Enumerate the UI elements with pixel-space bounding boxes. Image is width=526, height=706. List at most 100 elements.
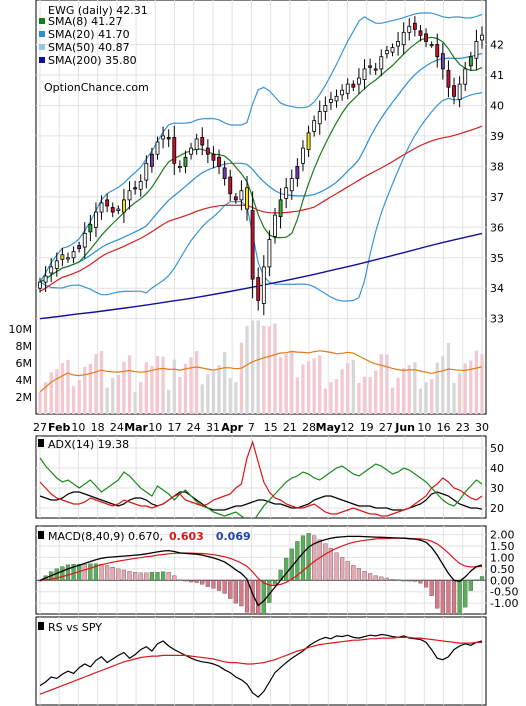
volume-axis: 10M 8M 6M 4M 2M <box>9 323 33 404</box>
candle <box>245 176 249 221</box>
volume-bar <box>60 363 65 414</box>
macd-histogram-bar <box>423 580 429 588</box>
price-tick-label: 38 <box>490 160 504 173</box>
sma50-line <box>39 125 483 292</box>
volume-bar <box>94 354 98 414</box>
candle <box>122 188 126 224</box>
candle <box>127 181 132 210</box>
rs-legend-swatch <box>38 622 44 630</box>
volume-bar <box>144 362 148 414</box>
volume-bar <box>77 380 81 414</box>
candle <box>289 169 294 200</box>
candle-body <box>256 277 261 301</box>
candle-body <box>429 44 434 47</box>
macd-tick-label: -0.50 <box>490 586 518 599</box>
candle <box>401 22 406 55</box>
candle-body <box>267 239 272 268</box>
macd-histogram-bar <box>144 572 149 581</box>
macd-histogram-bar <box>345 561 350 581</box>
x-tick-label: Jun <box>394 421 415 434</box>
volume-bar <box>55 369 59 414</box>
volume-bar <box>211 371 216 414</box>
candle-body <box>66 257 70 260</box>
volume-bar <box>228 378 232 414</box>
candle-body <box>110 207 115 213</box>
chart-title: EWG (daily) 42.31 <box>48 4 148 17</box>
macd-panel: 2.001.501.000.500.00-0.50-1.00 MACD(8,40… <box>35 525 518 615</box>
macd-histogram-bar <box>362 570 367 581</box>
x-tick-label: 28 <box>302 421 316 434</box>
candle-body <box>194 138 199 151</box>
volume-bar <box>323 388 327 414</box>
volume-bar <box>357 382 361 414</box>
volume-bar <box>346 363 350 414</box>
candle <box>474 29 479 71</box>
candle <box>149 147 154 173</box>
volume-bar <box>161 356 165 414</box>
adx-tick-label: 50 <box>490 442 504 455</box>
candle-body <box>306 132 311 151</box>
candle <box>480 26 484 49</box>
candle-body <box>122 199 126 213</box>
macd-histogram-bar <box>368 573 373 581</box>
candle <box>77 241 82 253</box>
volume-bar <box>122 361 126 414</box>
price-tick-label: 37 <box>490 191 504 204</box>
candle-body <box>105 199 110 207</box>
candle <box>463 61 468 92</box>
macd-tick-label: 0.50 <box>490 563 515 576</box>
candle-body <box>161 135 166 140</box>
volume-bar <box>278 357 283 414</box>
candle-body <box>323 105 328 112</box>
volume-tick-label: 8M <box>16 340 33 353</box>
volume-bar <box>83 366 87 414</box>
volume-bar <box>452 382 456 414</box>
candle <box>384 45 389 59</box>
macd-histogram-bar <box>306 533 311 581</box>
macd-histogram-bar <box>435 580 440 609</box>
candle-body <box>71 251 76 259</box>
macd-histogram-bar <box>272 580 278 585</box>
candle <box>368 58 373 75</box>
volume-bar <box>38 391 42 414</box>
candle-body <box>177 165 182 168</box>
legend-swatch <box>39 44 45 50</box>
candle <box>116 205 121 215</box>
candle-body <box>289 178 294 192</box>
macd-histogram-bar <box>351 565 356 581</box>
macd-histogram-bar <box>295 541 300 581</box>
volume-bar <box>262 326 266 414</box>
candle <box>138 174 143 197</box>
candle-body <box>217 156 221 167</box>
candle-body <box>200 137 205 146</box>
candle <box>211 146 216 169</box>
macd-histogram-bar <box>188 580 194 583</box>
volume-bar <box>239 342 244 414</box>
candle <box>217 149 221 175</box>
candle <box>457 76 462 108</box>
candle-body <box>373 68 378 71</box>
candle <box>329 91 333 110</box>
candle-body <box>82 232 87 248</box>
candle <box>306 125 311 157</box>
macd-histogram-bar <box>205 580 210 587</box>
price-tick-label: 40 <box>490 99 504 112</box>
candle-body <box>356 77 361 85</box>
x-tick-label: Feb <box>48 421 71 434</box>
watermark: OptionChance.com <box>44 81 149 94</box>
candle <box>435 33 440 68</box>
candle-body <box>435 44 440 58</box>
volume-bar <box>71 386 76 414</box>
macd-histogram-bar <box>300 535 306 581</box>
macd-histogram-bar <box>116 568 121 581</box>
legend-swatch <box>39 57 45 63</box>
macd-histogram-bar <box>228 580 233 599</box>
candle-body <box>60 254 65 260</box>
price-tick-label: 39 <box>490 130 504 143</box>
volume-bar <box>167 389 171 414</box>
candle-body <box>43 275 48 283</box>
macd-histogram-bar <box>407 580 412 582</box>
candle-body <box>94 211 98 228</box>
macd-histogram-bar <box>340 557 345 581</box>
price-tick-label: 36 <box>490 221 504 234</box>
